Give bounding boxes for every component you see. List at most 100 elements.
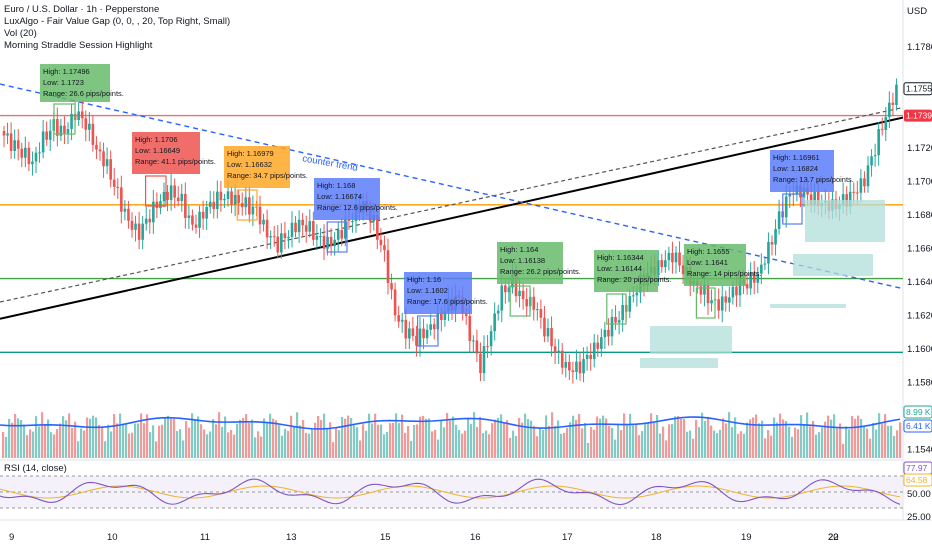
volume-bar <box>347 415 350 458</box>
volume-bar <box>104 441 107 458</box>
volume-bar <box>443 427 446 458</box>
candle <box>536 302 539 321</box>
candle-body <box>525 299 528 307</box>
candle <box>863 171 866 193</box>
y-tick-label: 1.17200 <box>907 143 932 154</box>
candle <box>621 293 624 332</box>
session-label-bg <box>497 242 563 284</box>
volume-bar <box>302 419 305 458</box>
volume-bar <box>470 423 473 458</box>
volume-bar <box>650 413 653 458</box>
volume-bar <box>260 436 263 458</box>
rsi-level-label: 50.00 <box>907 489 931 500</box>
candle-body <box>187 215 191 218</box>
volume-bar <box>554 425 557 458</box>
candle <box>610 309 614 346</box>
candle <box>592 334 596 368</box>
candle-body <box>440 312 443 321</box>
candle-body <box>333 239 336 247</box>
candle <box>297 210 301 243</box>
volume-bar <box>68 413 71 458</box>
candle-body <box>635 292 639 296</box>
price-tag-bg <box>904 109 932 122</box>
candle <box>674 246 678 274</box>
rsi-tag-text: 64.58 <box>906 475 928 485</box>
volume-bar <box>83 430 86 458</box>
candle-body <box>230 191 233 205</box>
session-label-text: Range: 12.6 pips/points. <box>317 203 398 212</box>
volume-bar <box>455 424 458 458</box>
candle-body <box>735 286 738 296</box>
candle <box>720 285 724 323</box>
volume-bar <box>860 418 863 458</box>
candle-body <box>201 211 205 219</box>
rsi-tag: 64.58 <box>903 473 932 487</box>
volume-bar <box>539 428 542 458</box>
volume-bar <box>335 427 338 458</box>
volume-bar <box>653 423 656 458</box>
volume-bar <box>473 412 476 458</box>
candle-body <box>880 129 884 131</box>
volume-bar <box>191 413 194 458</box>
volume-bar <box>431 431 434 458</box>
candle-body <box>432 324 436 330</box>
candle-body <box>788 193 792 197</box>
volume-bar <box>530 420 533 458</box>
candle <box>212 191 216 219</box>
indicator-session-label[interactable]: Morning Straddle Session Highlight <box>4 40 153 51</box>
candle <box>884 107 888 141</box>
candle <box>386 238 390 295</box>
volume-bar <box>296 412 299 458</box>
volume-bar <box>35 416 38 458</box>
candle-body <box>703 285 706 295</box>
candle <box>290 211 294 248</box>
volume-bar <box>164 417 167 458</box>
candle <box>429 314 432 336</box>
volume-bar <box>821 427 824 458</box>
x-tick-label: 9 <box>9 532 14 543</box>
volume-bar <box>56 429 59 458</box>
candle <box>144 207 148 231</box>
volume-bar <box>332 442 335 458</box>
volume-bar <box>59 423 62 458</box>
candle-body <box>667 252 671 261</box>
candle-body <box>376 214 379 240</box>
indicator-volume-label[interactable]: Vol (20) <box>4 28 37 39</box>
volume-bar <box>98 425 101 458</box>
candle-body <box>91 123 95 145</box>
candle-body <box>464 312 468 317</box>
volume-bar <box>131 432 134 458</box>
volume-bar <box>671 424 674 458</box>
candle <box>169 173 173 211</box>
candle-body <box>20 148 24 158</box>
candle <box>880 117 884 136</box>
candle-body <box>304 225 308 232</box>
candle <box>532 287 536 321</box>
symbol-title[interactable]: Euro / U.S. Dollar · 1h · Pepperstone <box>4 4 160 15</box>
candle-body <box>660 260 664 268</box>
candle <box>45 121 48 146</box>
volume-bar <box>17 418 20 458</box>
session-label-text: Low: 1.16144 <box>597 264 642 273</box>
volume-bar <box>779 413 782 458</box>
indicator-fvg-label[interactable]: LuxAlgo - Fair Value Gap (0, 0, , 20, To… <box>4 16 231 27</box>
session-label-box: High: 1.164 Low: 1.16138 Range: 26.2 pips/… <box>497 242 581 317</box>
candle <box>191 209 194 231</box>
volume-bar <box>275 420 278 458</box>
rsi-pane-title[interactable]: RSI (14, close) <box>4 463 67 474</box>
candle <box>6 122 9 145</box>
candle-body <box>571 370 575 372</box>
volume-bar <box>158 425 161 458</box>
candle-body <box>262 219 265 225</box>
candle-body <box>504 285 507 293</box>
candle <box>155 192 159 219</box>
candle-body <box>191 215 194 225</box>
candle <box>244 186 248 216</box>
candle <box>728 286 731 312</box>
volume-bar <box>725 423 728 458</box>
session-label-bg <box>40 64 110 102</box>
volume-bar <box>149 432 152 458</box>
candle <box>70 104 73 141</box>
volume-bar <box>515 436 518 458</box>
